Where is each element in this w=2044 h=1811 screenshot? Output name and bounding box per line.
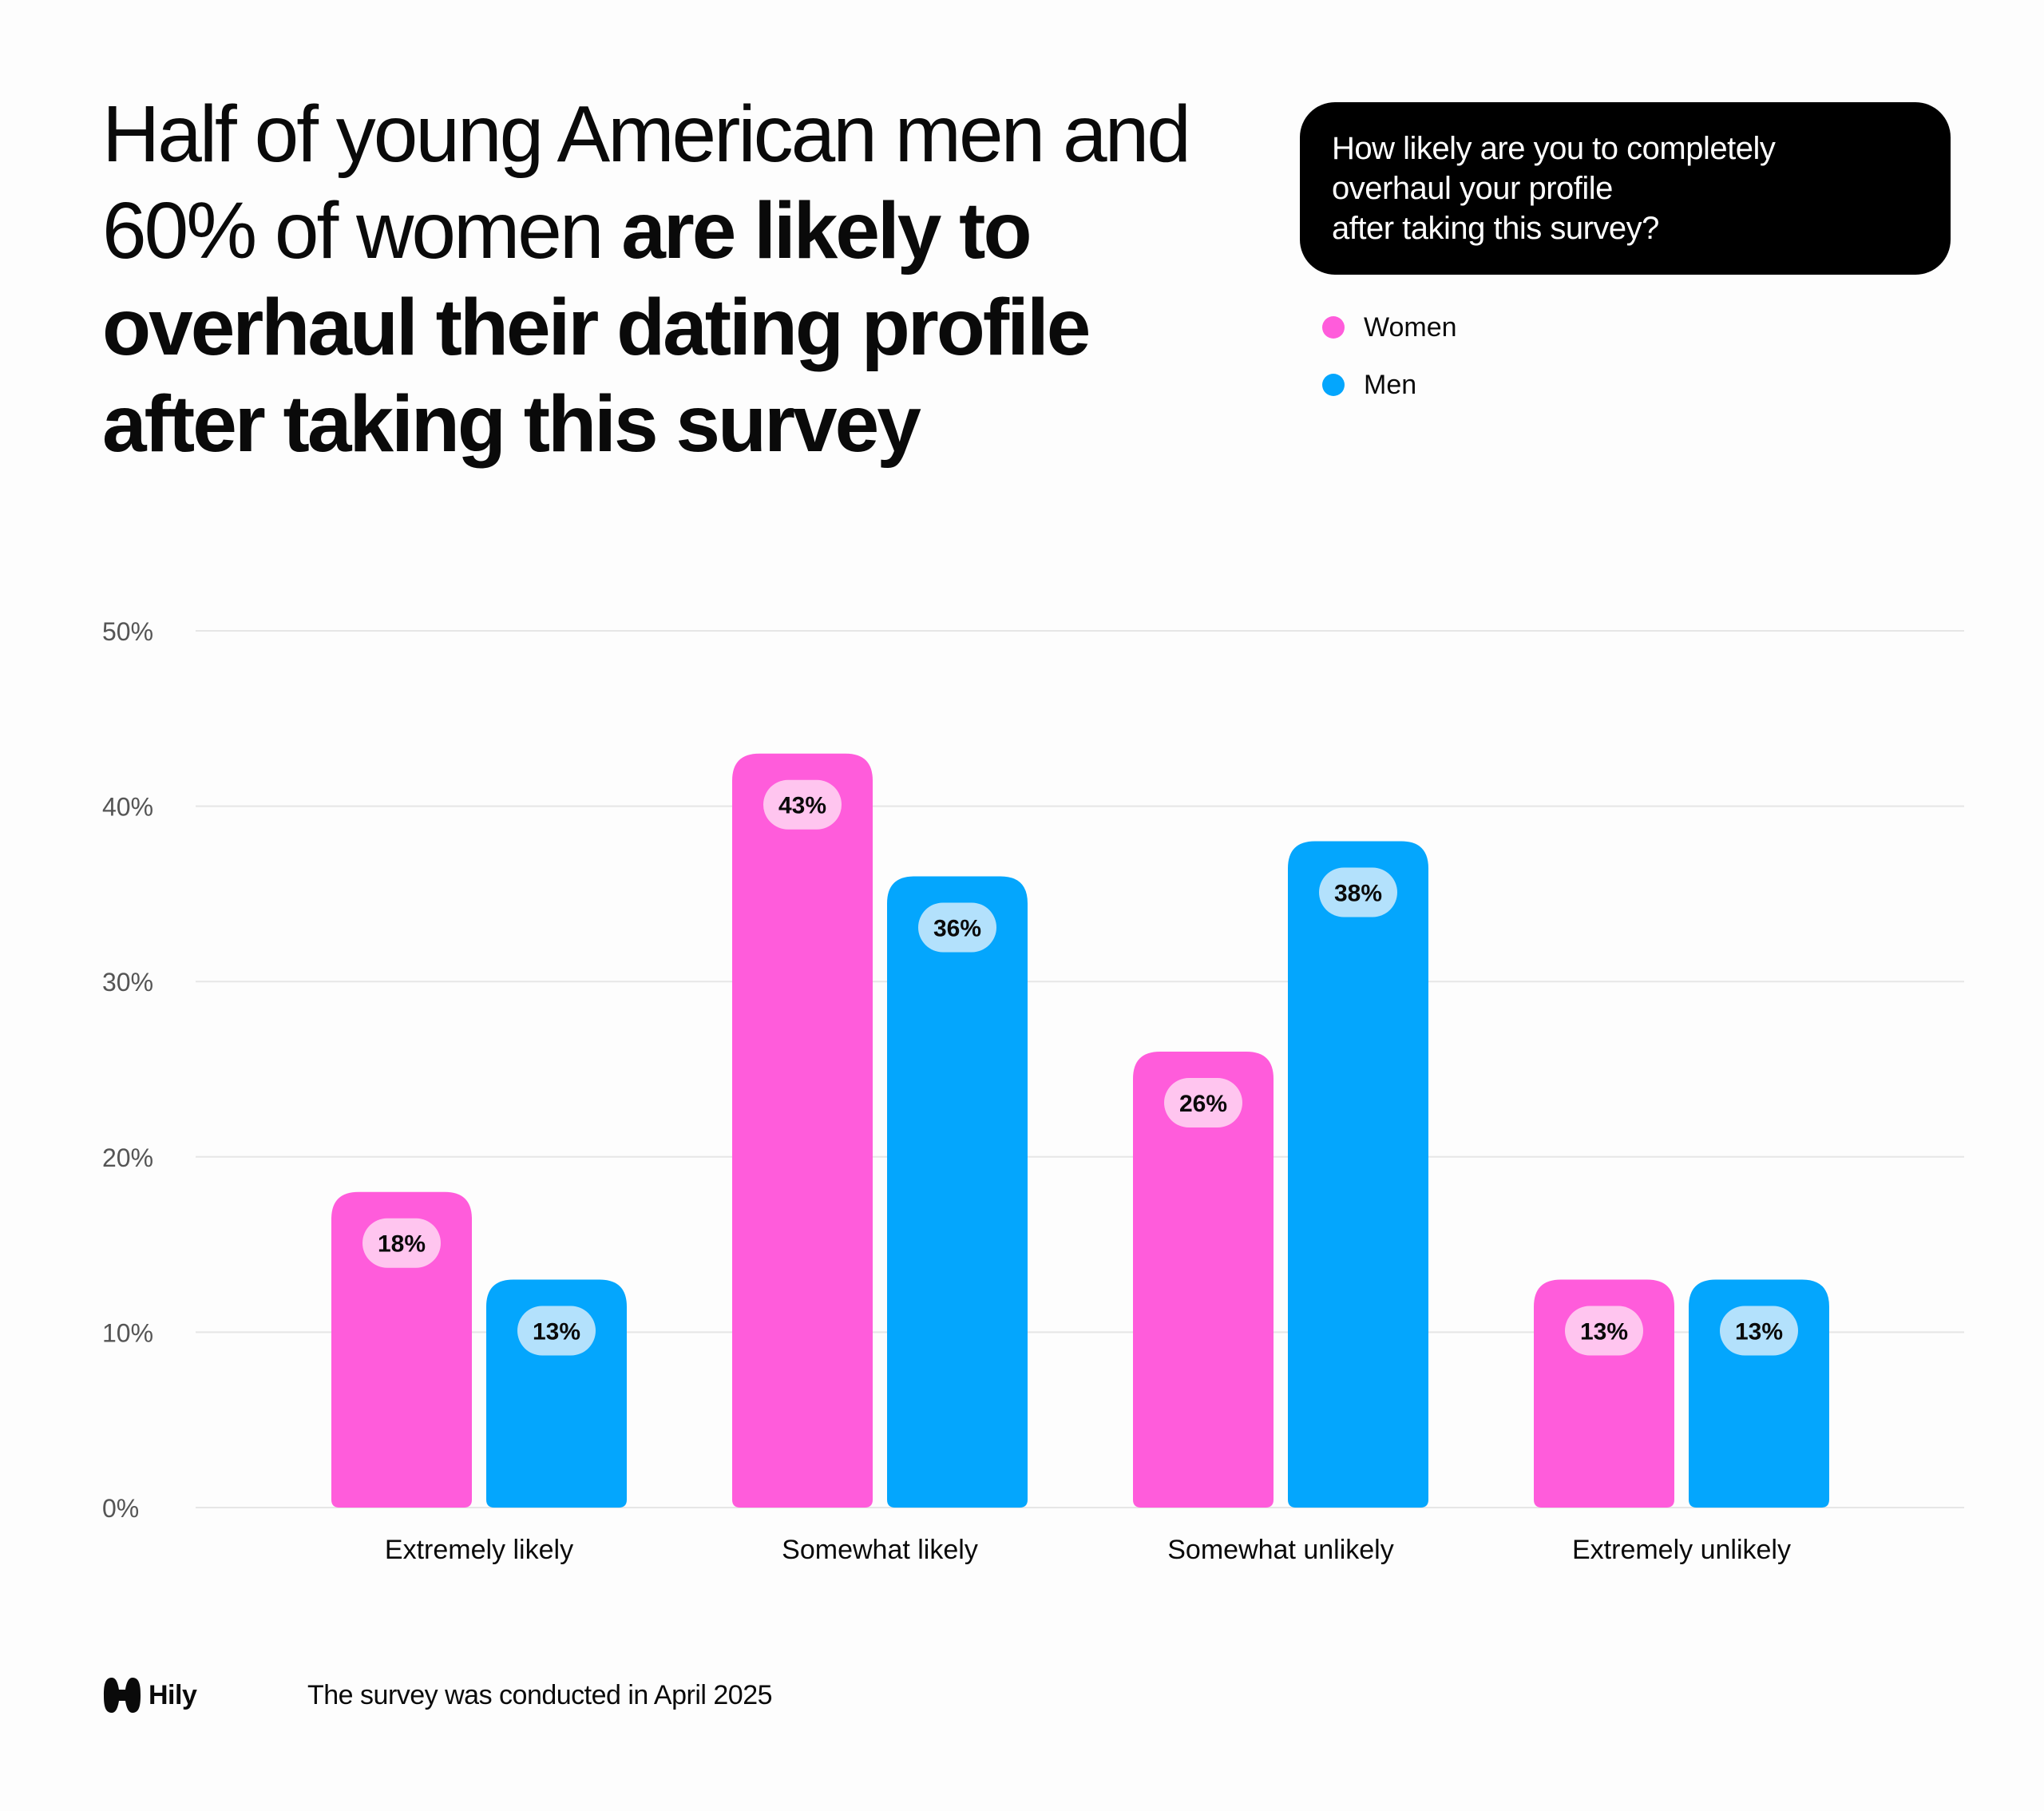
legend-item-men: Men (1322, 365, 1457, 405)
bar-women-1 (331, 1191, 472, 1508)
y-tick-label-40: 40% (102, 793, 153, 822)
x-tick-label-1: Extremely likely (385, 1535, 573, 1565)
value-pill-men-3 (1319, 867, 1397, 917)
y-tick-label-0: 0% (102, 1494, 139, 1523)
brand-name: Hily (149, 1679, 197, 1710)
headline-regular: Half of young American men and 60% of wo… (102, 89, 1191, 275)
value-pill-women-2 (763, 779, 842, 830)
value-pill-men-1 (517, 1306, 596, 1356)
y-tick-label-50: 50% (102, 617, 153, 646)
legend-label-women: Women (1364, 311, 1457, 343)
y-tick-label-30: 30% (102, 968, 153, 997)
legend-item-women: Women (1322, 307, 1457, 347)
bar-men-2 (887, 876, 1028, 1508)
x-tick-label-4: Extremely unlikely (1572, 1535, 1791, 1565)
bar-men-3 (1288, 841, 1428, 1508)
legend-dot-women (1322, 316, 1345, 339)
question-box: How likely are you to completely overhau… (1300, 102, 1951, 275)
question-line-3: after taking this survey? (1332, 211, 1659, 246)
headline-bold: are likely to overhaul their dating prof… (102, 186, 1091, 469)
value-label-women-1: 18% (378, 1231, 426, 1258)
value-pill-men-4 (1720, 1306, 1798, 1356)
question-line-1: How likely are you to completely (1332, 131, 1776, 166)
value-label-men-3: 38% (1334, 881, 1382, 907)
footer: Hily The survey was conducted in April 2… (102, 1673, 773, 1718)
question-line-2: overhaul your profile (1332, 171, 1613, 206)
value-pill-women-3 (1164, 1078, 1242, 1128)
value-pill-women-4 (1565, 1306, 1643, 1356)
value-label-men-1: 13% (533, 1319, 580, 1345)
value-label-women-4: 13% (1580, 1319, 1628, 1345)
value-label-men-4: 13% (1735, 1319, 1783, 1345)
value-pill-women-1 (362, 1218, 441, 1268)
value-pill-men-2 (918, 902, 996, 953)
y-tick-label-10: 10% (102, 1318, 153, 1347)
hily-logo-icon (104, 1678, 141, 1713)
value-label-women-3: 26% (1179, 1091, 1227, 1117)
y-tick-label-20: 20% (102, 1143, 153, 1172)
bar-women-3 (1133, 1052, 1274, 1508)
bar-women-2 (732, 753, 873, 1508)
legend: Women Men (1322, 307, 1457, 422)
legend-label-men: Men (1364, 369, 1417, 400)
bar-chart: 0% 10% 20% 30% 40% 50% 18% 13% Extremely likely 4… (102, 617, 1964, 1565)
x-tick-label-3: Somewhat unlikely (1167, 1535, 1393, 1565)
value-label-women-2: 43% (778, 793, 826, 819)
survey-footnote: The survey was conducted in April 2025 (307, 1680, 773, 1710)
x-tick-label-2: Somewhat likely (782, 1535, 978, 1565)
value-label-men-2: 36% (933, 915, 981, 941)
hily-logo: Hily (102, 1675, 197, 1715)
headline: Half of young American men and 60% of wo… (102, 86, 1252, 473)
legend-dot-men (1322, 374, 1345, 396)
